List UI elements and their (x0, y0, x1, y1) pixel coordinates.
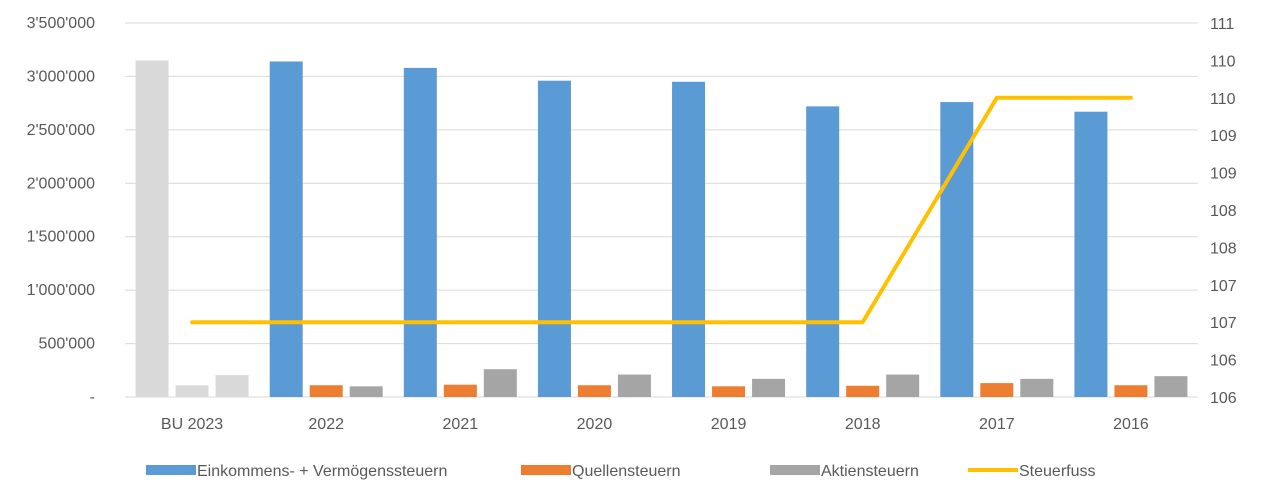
bar (752, 378, 786, 397)
left-tick-label: 500'000 (39, 336, 96, 353)
right-tick-label: 106 (1210, 353, 1237, 370)
bar (1020, 378, 1054, 397)
left-tick-label: 1'500'000 (27, 229, 96, 246)
bars (135, 60, 1188, 398)
x-tick-label: 2021 (443, 416, 479, 433)
left-tick-label: 3'000'000 (27, 68, 96, 85)
bar (135, 60, 169, 398)
right-tick-label: 109 (1210, 128, 1237, 145)
x-axis-ticks: BU 2023 2022 2021 2020 2019 2018 2017 2016 (161, 416, 1149, 433)
bar (403, 67, 437, 397)
legend-label: Quellensteuern (572, 463, 681, 480)
legend-entry: Quellensteuern (521, 463, 681, 480)
left-tick-label: - (90, 389, 95, 406)
right-tick-label: 111 (1210, 16, 1234, 33)
bar (443, 384, 477, 397)
right-axis-ticks: 106 106 107 107 108 108 109 109 110 110 111 (1210, 16, 1237, 407)
x-tick-label: 2016 (1113, 416, 1149, 433)
right-tick-label: 108 (1210, 203, 1237, 220)
line-series (190, 95, 1133, 325)
legend-label: Einkommens- + Vermögenssteuern (197, 463, 447, 480)
left-tick-label: 2'500'000 (27, 122, 96, 139)
bar (846, 385, 880, 397)
right-tick-label: 108 (1210, 240, 1237, 257)
bar (175, 385, 209, 397)
bar (309, 385, 343, 397)
bar (537, 80, 571, 398)
legend: Einkommens- + Vermögenssteuern Quellenste… (146, 463, 1095, 480)
bar (672, 81, 706, 398)
bar (1074, 111, 1108, 397)
x-tick-label: BU 2023 (161, 416, 223, 433)
legend-entry: Aktiensteuern (770, 463, 919, 480)
bar (980, 383, 1014, 397)
right-tick-label: 107 (1210, 315, 1237, 332)
right-tick-label: 107 (1210, 278, 1237, 295)
bar (712, 386, 746, 397)
bar (940, 102, 974, 398)
bar (215, 375, 249, 397)
right-tick-label: 106 (1210, 390, 1237, 407)
left-tick-label: 3'500'000 (27, 15, 96, 32)
series-line (190, 95, 1133, 325)
legend-swatch (521, 465, 571, 475)
legend-label: Steuerfuss (1019, 463, 1095, 480)
right-tick-label: 110 (1210, 53, 1236, 70)
bar (617, 374, 651, 397)
right-tick-label: 109 (1210, 166, 1237, 183)
legend-entry: Einkommens- + Vermögenssteuern (146, 463, 447, 480)
left-tick-label: 1'000'000 (27, 282, 96, 299)
x-tick-label: 2019 (711, 416, 747, 433)
right-tick-label: 110 (1210, 91, 1236, 108)
bar (806, 106, 840, 397)
gridlines (125, 22, 1198, 398)
bar (886, 374, 920, 397)
x-tick-label: 2022 (308, 416, 344, 433)
legend-swatch (146, 465, 196, 475)
legend-entry: Steuerfuss (968, 463, 1095, 480)
bar (349, 386, 383, 397)
bar (1114, 385, 1148, 397)
x-tick-label: 2017 (979, 416, 1015, 433)
legend-label: Aktiensteuern (821, 463, 919, 480)
left-axis-ticks: - 500'000 1'000'000 1'500'000 2'000'000 2'500… (27, 15, 96, 406)
bar (577, 385, 611, 397)
bar (1154, 376, 1188, 397)
x-tick-label: 2020 (577, 416, 613, 433)
bar (483, 369, 517, 397)
x-tick-label: 2018 (845, 416, 881, 433)
legend-swatch (770, 465, 820, 475)
left-tick-label: 2'000'000 (27, 175, 96, 192)
bar (269, 61, 303, 398)
